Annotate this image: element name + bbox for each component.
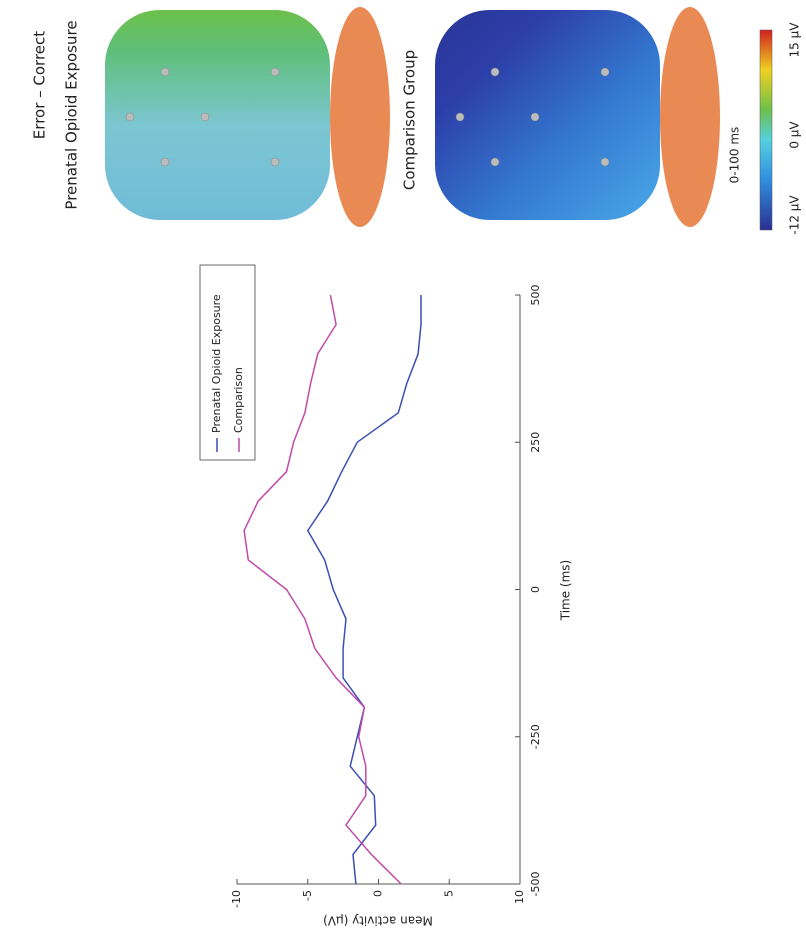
legend-box (199, 264, 256, 461)
data-line (243, 294, 402, 885)
x-axis-label: Time (ms) (559, 560, 573, 622)
face (330, 7, 390, 227)
panel-label: Comparison Group (401, 50, 419, 190)
colorbar-label: 15 µV (788, 22, 802, 58)
x-tick-label: 500 (529, 285, 542, 306)
time-window: 0-100 ms (728, 127, 742, 184)
electrodes (125, 67, 280, 167)
y-tick-label: -5 (301, 890, 314, 901)
panel-label: Prenatal Opioid Exposure (63, 20, 81, 209)
colorbar-label: -12 µV (788, 195, 802, 235)
y-tick-label: 10 (513, 890, 526, 904)
x-tick-label: 250 (529, 432, 542, 453)
x-tick-label: 0 (529, 586, 542, 593)
legend: Prenatal Opioid Exposure Comparison (199, 264, 256, 461)
topomap-panel (105, 7, 773, 231)
y-tick-label: 5 (442, 890, 455, 897)
legend-label: Comparison (232, 367, 245, 433)
x-tick-label: -250 (529, 724, 542, 749)
rotated-figure: Error – Correct Prenatal Opioid Exposure… (31, 7, 802, 928)
y-tick-label: 0 (372, 890, 385, 897)
y-axis-label: Mean activity (µV) (323, 914, 433, 928)
colorbar-label: 0 µV (788, 121, 802, 149)
head-map (105, 10, 330, 220)
electrodes (455, 67, 610, 167)
y-tick-label: -10 (230, 890, 243, 908)
x-tick-label: -500 (529, 872, 542, 897)
data-line (306, 295, 422, 885)
head-map (435, 10, 660, 220)
face (660, 7, 720, 227)
colorbar (759, 29, 773, 231)
topomap-title: Error – Correct (31, 31, 49, 139)
legend-label: Prenatal Opioid Exposure (210, 294, 223, 433)
